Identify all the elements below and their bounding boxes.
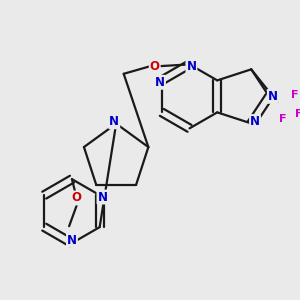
Text: F: F [295, 109, 300, 118]
Text: F: F [278, 114, 286, 124]
Text: N: N [109, 115, 119, 128]
Text: F: F [291, 90, 298, 100]
Text: N: N [186, 60, 197, 73]
Text: N: N [98, 190, 107, 203]
Text: O: O [150, 60, 160, 73]
Text: O: O [72, 191, 82, 205]
Text: N: N [67, 234, 77, 247]
Text: N: N [268, 90, 278, 103]
Text: N: N [155, 76, 165, 89]
Text: N: N [250, 115, 260, 128]
